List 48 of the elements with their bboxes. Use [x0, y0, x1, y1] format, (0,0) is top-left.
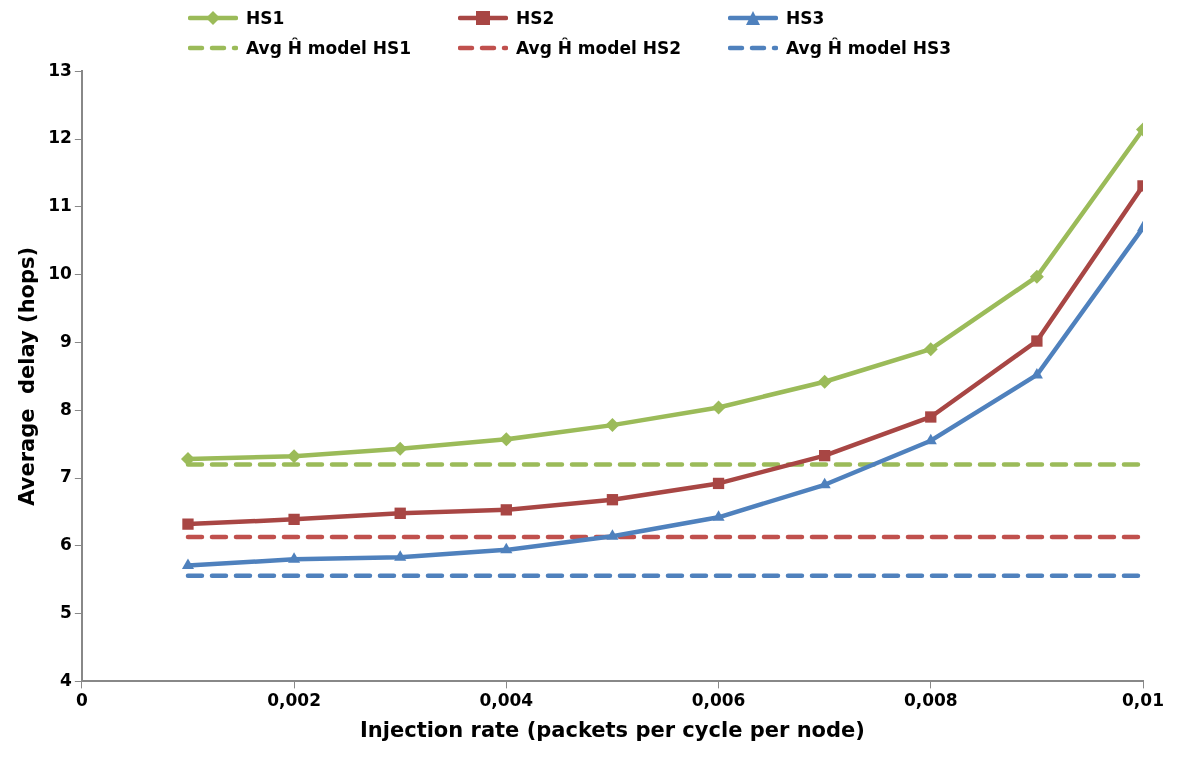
y-tick-label: 5 [60, 602, 72, 623]
y-axis-title: Average delay (hops) [15, 246, 40, 506]
point [606, 529, 619, 540]
x-tick-label: 0 [75, 690, 88, 711]
y-tick-label: 10 [48, 263, 73, 284]
point [288, 552, 301, 563]
x-axis-title: Injection rate (packets per cycle per node) [359, 717, 865, 742]
y-tick-label: 13 [48, 59, 72, 80]
point [500, 504, 512, 516]
point [500, 542, 513, 554]
y-tick-label: 4 [60, 669, 73, 690]
point [393, 441, 408, 456]
point [925, 411, 937, 423]
x-tick-label: 0,004 [479, 690, 534, 711]
legend-label: HS3 [786, 8, 825, 28]
legend-label: Avg Ĥ model HS1 [246, 38, 412, 58]
point [712, 477, 725, 490]
point [182, 518, 194, 530]
point [288, 513, 300, 526]
point [1031, 335, 1043, 347]
legend-label: HS1 [246, 8, 285, 28]
y-tick-label: 8 [60, 398, 72, 419]
point [181, 558, 195, 569]
y-tick-label: 7 [60, 466, 72, 487]
point [711, 400, 726, 415]
point [923, 342, 938, 357]
point [394, 550, 407, 561]
point [606, 494, 619, 506]
y-tick-label: 9 [60, 330, 72, 351]
y-tick-label: 11 [48, 195, 72, 216]
x-tick-label: 0,008 [903, 690, 958, 711]
point [394, 507, 406, 519]
point [287, 449, 302, 464]
point [1029, 269, 1044, 284]
legend-label: HS2 [516, 8, 555, 28]
point [499, 432, 514, 447]
y-tick-label: 12 [48, 127, 72, 148]
point [605, 418, 620, 433]
point [817, 374, 832, 389]
x-tick-label: 0,006 [691, 690, 746, 711]
legend-label: Avg Ĥ model HS3 [786, 38, 952, 58]
legend-label: Avg Ĥ model HS2 [516, 38, 682, 58]
y-tick-label: 6 [60, 534, 72, 555]
x-tick-label: 0,002 [267, 690, 321, 711]
point [712, 510, 725, 521]
point [819, 449, 831, 462]
point [818, 477, 831, 489]
x-tick-label: 0,01 [1122, 690, 1164, 711]
